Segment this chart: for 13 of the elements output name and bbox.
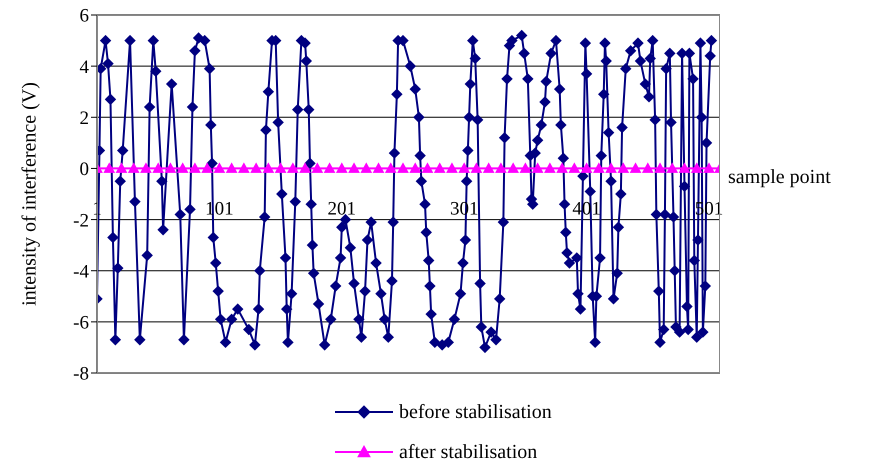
y-tick-label: -8 bbox=[73, 364, 89, 385]
x-tick-label: 201 bbox=[328, 198, 356, 220]
y-tick-label: -6 bbox=[73, 312, 89, 334]
y-tick-label: -4 bbox=[73, 261, 90, 282]
y-tick-label: 2 bbox=[80, 108, 89, 130]
legend-label: after stabilisation bbox=[399, 440, 538, 464]
x-axis-title: sample point bbox=[728, 166, 831, 190]
y-tick-label: 4 bbox=[80, 56, 90, 78]
y-tick-label: 0 bbox=[80, 159, 89, 180]
legend-label: before stabilisation bbox=[399, 400, 552, 424]
y-tick-label: 6 bbox=[80, 6, 89, 27]
y-axis-title: intensity of interference (V) bbox=[18, 82, 42, 306]
y-tick-label: -2 bbox=[73, 210, 89, 232]
